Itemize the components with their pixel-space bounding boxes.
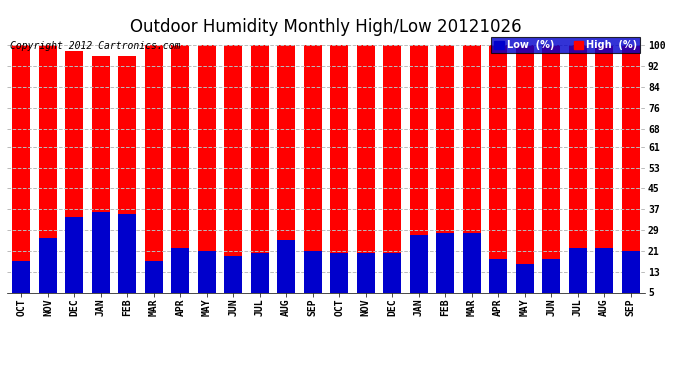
Bar: [304, 251, 322, 306]
Bar: [119, 214, 137, 306]
Bar: [595, 45, 613, 306]
Legend: Low  (%), High  (%): Low (%), High (%): [491, 37, 640, 53]
Bar: [489, 45, 507, 306]
Bar: [515, 264, 533, 306]
Bar: [304, 45, 322, 306]
Bar: [383, 45, 402, 306]
Bar: [331, 254, 348, 306]
Bar: [12, 45, 30, 306]
Bar: [92, 56, 110, 306]
Bar: [410, 235, 428, 306]
Bar: [224, 256, 242, 306]
Bar: [410, 45, 428, 306]
Bar: [224, 45, 242, 306]
Text: Copyright 2012 Cartronics.com: Copyright 2012 Cartronics.com: [10, 41, 181, 51]
Bar: [198, 45, 216, 306]
Bar: [145, 45, 163, 306]
Bar: [357, 254, 375, 306]
Bar: [39, 238, 57, 306]
Bar: [277, 240, 295, 306]
Bar: [463, 232, 481, 306]
Bar: [66, 51, 83, 306]
Bar: [595, 248, 613, 306]
Bar: [569, 45, 586, 306]
Title: Outdoor Humidity Monthly High/Low 20121026: Outdoor Humidity Monthly High/Low 201210…: [130, 18, 522, 36]
Bar: [463, 45, 481, 306]
Bar: [569, 248, 586, 306]
Bar: [436, 232, 454, 306]
Bar: [145, 261, 163, 306]
Bar: [12, 261, 30, 306]
Bar: [250, 254, 269, 306]
Bar: [198, 251, 216, 306]
Bar: [39, 45, 57, 306]
Bar: [331, 45, 348, 306]
Bar: [357, 45, 375, 306]
Bar: [383, 254, 402, 306]
Bar: [622, 251, 640, 306]
Bar: [171, 248, 189, 306]
Bar: [542, 259, 560, 306]
Bar: [436, 45, 454, 306]
Bar: [542, 45, 560, 306]
Bar: [171, 45, 189, 306]
Bar: [119, 56, 137, 306]
Bar: [515, 45, 533, 306]
Bar: [250, 45, 269, 306]
Bar: [92, 212, 110, 306]
Bar: [277, 45, 295, 306]
Bar: [66, 217, 83, 306]
Bar: [489, 259, 507, 306]
Bar: [622, 45, 640, 306]
